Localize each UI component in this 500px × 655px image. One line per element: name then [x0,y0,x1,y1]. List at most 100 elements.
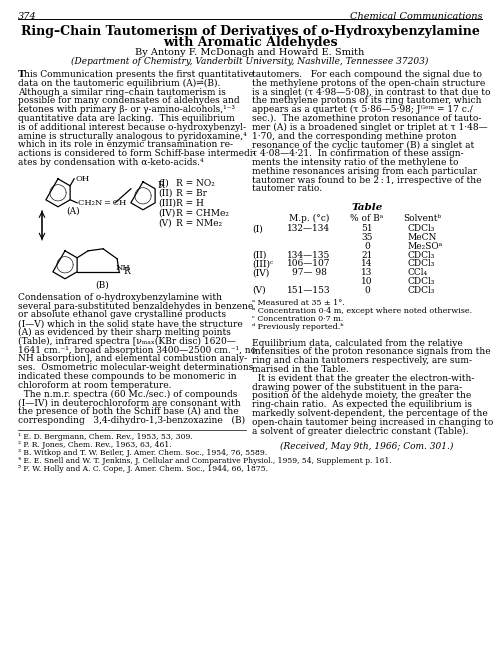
Text: actions is considered to form Schiff-base intermedi-: actions is considered to form Schiff-bas… [18,149,256,159]
Text: T: T [18,70,25,79]
Text: tautomer was found to be 2 : 1, irrespective of the: tautomer was found to be 2 : 1, irrespec… [252,176,482,185]
Text: ring and chain tautomers respectively, are sum-: ring and chain tautomers respectively, a… [252,356,472,365]
Text: intensities of the proton resonance signals from the: intensities of the proton resonance sign… [252,347,490,356]
Text: Condensation of o-hydroxybenzylamine with: Condensation of o-hydroxybenzylamine wit… [18,293,222,302]
Text: ¹ E. D. Bergmann, Chem. Rev., 1953, 53, 309.: ¹ E. D. Bergmann, Chem. Rev., 1953, 53, … [18,433,193,441]
Text: The n.m.r. spectra (60 Mc./sec.) of compounds: The n.m.r. spectra (60 Mc./sec.) of comp… [18,390,238,399]
Text: CDCl₃: CDCl₃ [407,224,434,233]
Text: R = Br: R = Br [176,189,207,198]
Text: τ 4·08—4·21.  In confirmation of these assign-: τ 4·08—4·21. In confirmation of these as… [252,149,464,159]
Text: resonance of the cyclic tautomer (B) a singlet at: resonance of the cyclic tautomer (B) a s… [252,140,474,149]
Text: ᶜ Concentration 0·7 m.: ᶜ Concentration 0·7 m. [252,314,343,323]
Text: (I—V) which in the solid state have the structure: (I—V) which in the solid state have the … [18,319,243,328]
Text: or absolute ethanol gave crystalline products: or absolute ethanol gave crystalline pro… [18,310,226,320]
Text: 1·70, and the corresponding methine proton: 1·70, and the corresponding methine prot… [252,132,456,141]
Text: OH: OH [75,175,90,183]
Text: Table: Table [352,203,382,212]
Text: ⁴ E. E. Snell and W. T. Jenkins, J. Cellular and Comparative Physiol., 1959, 54,: ⁴ E. E. Snell and W. T. Jenkins, J. Cell… [18,457,392,465]
Text: (V): (V) [252,286,266,295]
Text: appears as a quartet (τ 5·86—5·98; Jᴳᵉᵐ = 17 c./: appears as a quartet (τ 5·86—5·98; Jᴳᵉᵐ … [252,105,473,115]
Text: position of the aldehyde moiety, the greater the: position of the aldehyde moiety, the gre… [252,392,471,400]
Text: NH absorption], and elemental combustion analy-: NH absorption], and elemental combustion… [18,354,247,364]
Text: R: R [123,267,130,276]
Text: ᵈ Previously reported.ᵇ: ᵈ Previously reported.ᵇ [252,323,344,331]
Text: 1641 cm.⁻¹, broad absorption 3400—2500 cm.⁻¹, no: 1641 cm.⁻¹, broad absorption 3400—2500 c… [18,346,256,354]
Text: MeCN: MeCN [407,233,436,242]
Text: tautomer ratio.: tautomer ratio. [252,185,322,193]
Text: Ring–Chain Tautomerism of Derivatives of o-Hydroxybenzylamine: Ring–Chain Tautomerism of Derivatives of… [20,25,479,38]
Text: ⁵ F. W. Holly and A. C. Cope, J. Amer. Chem. Soc., 1944, 66, 1875.: ⁵ F. W. Holly and A. C. Cope, J. Amer. C… [18,465,268,473]
Text: Me₂SOᵃ: Me₂SOᵃ [407,242,442,251]
Text: a solvent of greater dielectric constant (Table).: a solvent of greater dielectric constant… [252,426,468,436]
Text: ᵃ Measured at 35 ± 1°.: ᵃ Measured at 35 ± 1°. [252,299,345,307]
Text: 51: 51 [361,224,373,233]
Text: methine resonances arising from each particular: methine resonances arising from each par… [252,167,477,176]
Text: ses.  Osmometric molecular-weight determinations: ses. Osmometric molecular-weight determi… [18,364,254,372]
Text: tautomers.   For each compound the signal due to: tautomers. For each compound the signal … [252,70,482,79]
Text: 374: 374 [18,12,37,21]
Text: 14: 14 [361,259,373,269]
Text: 21: 21 [362,251,372,259]
Text: 0: 0 [364,286,370,295]
Text: (IV): (IV) [158,209,176,218]
Text: (Department of Chemistry, Vanderbilt University, Nashville, Tennessee 37203): (Department of Chemistry, Vanderbilt Uni… [72,57,428,66]
Text: CCl₄: CCl₄ [407,268,427,277]
Text: Equilibrium data, calculated from the relative: Equilibrium data, calculated from the re… [252,339,463,348]
Text: It is evident that the greater the electron-with-: It is evident that the greater the elect… [252,374,474,383]
Text: 0: 0 [364,242,370,251]
Text: (Received, May 9th, 1966; Com. 301.): (Received, May 9th, 1966; Com. 301.) [280,441,454,451]
Text: (II): (II) [158,189,172,198]
Text: is of additional interest because o-hydroxybenzyl-: is of additional interest because o-hydr… [18,122,246,132]
Text: ᵇ Concentration 0·4 m, except where noted otherwise.: ᵇ Concentration 0·4 m, except where note… [252,307,472,314]
Text: CDCl₃: CDCl₃ [407,251,434,259]
Text: 10: 10 [361,277,373,286]
Text: (I): (I) [252,224,263,233]
Text: possible for many condensates of aldehydes and: possible for many condensates of aldehyd… [18,96,240,105]
Text: marised in the Table.: marised in the Table. [252,365,349,374]
Text: 97— 98: 97— 98 [292,268,326,277]
Text: several para-substituted benzaldehydes in benzene: several para-substituted benzaldehydes i… [18,301,254,310]
Text: 13: 13 [362,268,372,277]
Text: (A) as evidenced by their sharp melting points: (A) as evidenced by their sharp melting … [18,328,231,337]
Text: (II): (II) [252,251,266,259]
Text: R = CHMe₂: R = CHMe₂ [176,209,229,218]
Text: ³ B. Witkop and T. W. Beiler, J. Amer. Chem. Soc., 1954, 76, 5589.: ³ B. Witkop and T. W. Beiler, J. Amer. C… [18,449,267,457]
Text: drawing power of the substituent in the para-: drawing power of the substituent in the … [252,383,462,392]
Text: which in its role in enzymic transamination re-: which in its role in enzymic transaminat… [18,140,233,149]
Text: 35: 35 [361,233,373,242]
Text: (I—IV) in deuterochloroform are consonant with: (I—IV) in deuterochloroform are consonan… [18,398,241,407]
Text: % of Bᵃ: % of Bᵃ [350,214,384,223]
Text: (III)ᶜ: (III)ᶜ [252,259,273,269]
Text: markedly solvent-dependent, the percentage of the: markedly solvent-dependent, the percenta… [252,409,488,418]
Text: Chemical Communications: Chemical Communications [350,12,482,21]
Text: CDCl₃: CDCl₃ [407,277,434,286]
Text: By Antony F. McDonagh and Howard E. Smith: By Antony F. McDonagh and Howard E. Smit… [136,48,364,57]
Text: (III): (III) [158,199,176,208]
Text: ments the intensity ratio of the methylene to: ments the intensity ratio of the methyle… [252,158,458,167]
Text: Solventᵇ: Solventᵇ [403,214,441,223]
Text: mer (A) is a broadened singlet or triplet at τ 1·48—: mer (A) is a broadened singlet or triple… [252,122,488,132]
Text: quantitative data are lacking.  This equilibrium: quantitative data are lacking. This equi… [18,114,235,123]
Text: CDCl₃: CDCl₃ [407,259,434,269]
Text: data on the tautomeric equilibrium (A)⇌(B).: data on the tautomeric equilibrium (A)⇌(… [18,79,220,88]
Text: 106—107: 106—107 [287,259,331,269]
Text: (IV): (IV) [252,268,269,277]
Text: is a singlet (τ 4·98—5·08), in contrast to that due to: is a singlet (τ 4·98—5·08), in contrast … [252,88,490,97]
Text: 134—135: 134—135 [288,251,331,259]
Text: open-chain tautomer being increased in changing to: open-chain tautomer being increased in c… [252,418,494,427]
Text: NH: NH [115,264,130,272]
Text: Although a similar ring–chain tautomerism is: Although a similar ring–chain tautomeris… [18,88,226,96]
Text: CH₂N = CH: CH₂N = CH [78,199,126,207]
Text: (V): (V) [158,219,172,228]
Text: R = NMe₂: R = NMe₂ [176,219,222,228]
Text: 151—153: 151—153 [287,286,331,295]
Text: 132—134: 132—134 [288,224,331,233]
Text: R = H: R = H [176,199,204,208]
Text: (A): (A) [66,207,80,215]
Text: (B): (B) [95,281,109,290]
Text: R = NO₂: R = NO₂ [176,179,215,188]
Text: his Communication presents the first quantitative: his Communication presents the first qua… [24,70,254,79]
Text: sec.).  The azomethine proton resonance of tauto-: sec.). The azomethine proton resonance o… [252,114,482,123]
Text: amine is structurally analogous to pyridoxamine,⁴: amine is structurally analogous to pyrid… [18,132,247,141]
Text: with Aromatic Aldehydes: with Aromatic Aldehydes [162,36,338,49]
